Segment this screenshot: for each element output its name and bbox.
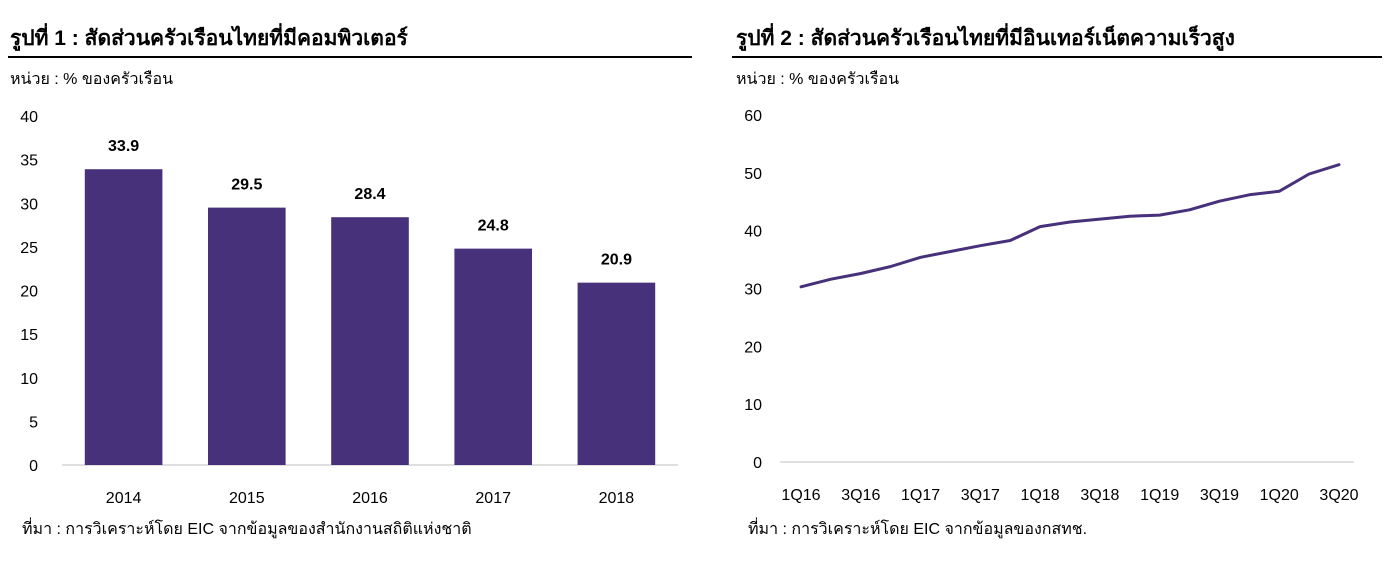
x-tick-label: 1Q20 bbox=[1260, 487, 1299, 504]
y-tick-label: 10 bbox=[744, 397, 762, 414]
unit-label: หน่วย : % ของครัวเรือน bbox=[736, 71, 900, 88]
unit-label: หน่วย : % ของครัวเรือน bbox=[10, 71, 174, 88]
y-tick-label: 5 bbox=[29, 414, 38, 431]
title-divider bbox=[8, 56, 692, 58]
y-tick-label: 40 bbox=[744, 224, 762, 241]
x-tick-label: 2016 bbox=[352, 490, 388, 507]
y-tick-label: 20 bbox=[20, 284, 38, 301]
source-note: ที่มา : การวิเคราะห์โดย EIC จากข้อมูลของ… bbox=[748, 521, 1088, 538]
title-divider bbox=[732, 56, 1382, 58]
x-tick-label: 2017 bbox=[475, 490, 511, 507]
bar bbox=[577, 282, 656, 465]
y-tick-label: 20 bbox=[744, 339, 762, 356]
chart-panel-broadband: รูปที่ 2 : สัดส่วนครัวเรือนไทยที่มีอินเท… bbox=[724, 0, 1392, 566]
y-tick-label: 25 bbox=[20, 240, 38, 257]
x-tick-label: 3Q17 bbox=[961, 487, 1000, 504]
chart-panel-computer: รูปที่ 1 : สัดส่วนครัวเรือนไทยที่มีคอมพิ… bbox=[8, 27, 692, 538]
x-tick-label: 1Q18 bbox=[1021, 487, 1060, 504]
x-tick-label: 3Q16 bbox=[841, 487, 880, 504]
x-tick-label: 1Q16 bbox=[781, 487, 820, 504]
y-tick-label: 10 bbox=[20, 371, 38, 388]
x-tick-label: 3Q20 bbox=[1319, 487, 1358, 504]
chart-title: รูปที่ 2 : สัดส่วนครัวเรือนไทยที่มีอินเท… bbox=[736, 27, 1235, 50]
data-label: 29.5 bbox=[231, 177, 262, 194]
x-tick-label: 3Q18 bbox=[1080, 487, 1119, 504]
data-label: 20.9 bbox=[601, 252, 632, 269]
chart-title: รูปที่ 1 : สัดส่วนครัวเรือนไทยที่มีคอมพิ… bbox=[10, 27, 408, 50]
y-tick-label: 60 bbox=[744, 108, 762, 125]
bar bbox=[331, 217, 409, 465]
y-tick-label: 0 bbox=[29, 458, 38, 475]
bar-chart: 0 5 10 15 20 25 30 35 40 33.9 2014 29.5 2015 28.4 2016… bbox=[20, 109, 678, 507]
x-tick-label: 1Q17 bbox=[901, 487, 940, 504]
bar bbox=[454, 248, 533, 465]
y-tick-label: 40 bbox=[20, 109, 38, 126]
data-label: 24.8 bbox=[478, 218, 509, 235]
y-tick-label: 15 bbox=[20, 327, 38, 344]
source-note: ที่มา : การวิเคราะห์โดย EIC จากข้อมูลของ… bbox=[22, 521, 472, 538]
data-label: 28.4 bbox=[354, 186, 385, 203]
x-tick-label: 2018 bbox=[599, 490, 635, 507]
bar bbox=[207, 207, 286, 466]
y-tick-label: 50 bbox=[744, 166, 762, 183]
y-tick-label: 35 bbox=[20, 153, 38, 170]
data-label: 33.9 bbox=[108, 138, 139, 155]
x-tick-label: 1Q19 bbox=[1140, 487, 1179, 504]
x-tick-label: 2014 bbox=[106, 490, 142, 507]
y-tick-label: 30 bbox=[744, 282, 762, 299]
bar bbox=[84, 169, 163, 465]
y-tick-label: 30 bbox=[20, 196, 38, 213]
x-tick-label: 3Q19 bbox=[1200, 487, 1239, 504]
series-line bbox=[799, 163, 1341, 289]
x-tick-label: 2015 bbox=[229, 490, 265, 507]
y-tick-label: 0 bbox=[753, 455, 762, 472]
line-chart: 0 10 20 30 40 50 60 1Q16 3Q16 1Q17 3Q17 1Q18 3Q18 1Q1… bbox=[744, 108, 1358, 504]
